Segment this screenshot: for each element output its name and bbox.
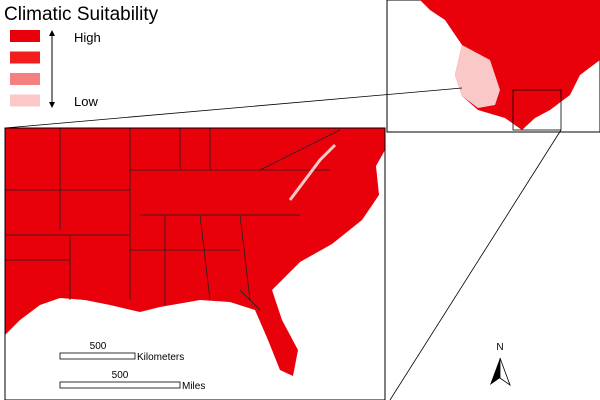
north-arrow	[499, 357, 511, 387]
connector	[4, 87, 463, 129]
legend-swatches	[10, 30, 40, 107]
north-label: N	[496, 342, 503, 353]
legend-high: High	[74, 30, 101, 45]
inset-extent	[512, 89, 562, 131]
scale-mi-value: 500	[112, 370, 129, 381]
inset-low-areas	[455, 45, 500, 108]
legend-low: Low	[74, 94, 98, 109]
scale-km-unit: Kilometers	[137, 352, 184, 363]
state-borders	[5, 128, 341, 311]
legend-title: Climatic Suitability	[4, 4, 159, 25]
scale-bar-mi	[59, 381, 181, 389]
scale-mi-unit: Miles	[182, 381, 205, 392]
scale-km-value: 500	[90, 341, 107, 352]
scale-bar-km	[59, 352, 136, 360]
main-map	[4, 127, 386, 400]
legend-swatch	[10, 30, 40, 42]
land	[5, 128, 385, 376]
map-frame	[4, 127, 386, 400]
low-suitability-strip	[288, 143, 337, 201]
legend-swatch	[10, 94, 40, 107]
legend-swatch	[10, 73, 40, 85]
inset-map	[386, 0, 600, 133]
legend-arrow-head	[49, 30, 55, 36]
legend-swatch	[10, 51, 40, 64]
north-arrow	[490, 358, 500, 385]
legend-arrow-tail	[49, 102, 55, 108]
connector	[389, 129, 562, 400]
